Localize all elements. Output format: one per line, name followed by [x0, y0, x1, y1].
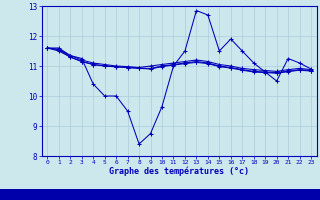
X-axis label: Graphe des températures (°c): Graphe des températures (°c): [109, 167, 249, 176]
